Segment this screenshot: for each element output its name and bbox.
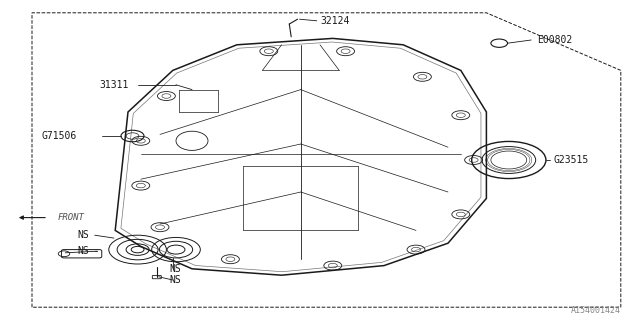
Text: NS: NS (170, 264, 181, 274)
Text: 31311: 31311 (99, 80, 129, 90)
Text: E00802: E00802 (538, 35, 573, 45)
Text: 32124: 32124 (320, 16, 349, 26)
Text: G71506: G71506 (42, 131, 77, 141)
Text: A154001424: A154001424 (571, 306, 621, 315)
Text: NS: NS (78, 246, 90, 256)
Text: FRONT: FRONT (58, 213, 84, 222)
Text: NS: NS (170, 275, 181, 285)
Text: G23515: G23515 (554, 155, 589, 165)
Text: NS: NS (78, 230, 90, 240)
